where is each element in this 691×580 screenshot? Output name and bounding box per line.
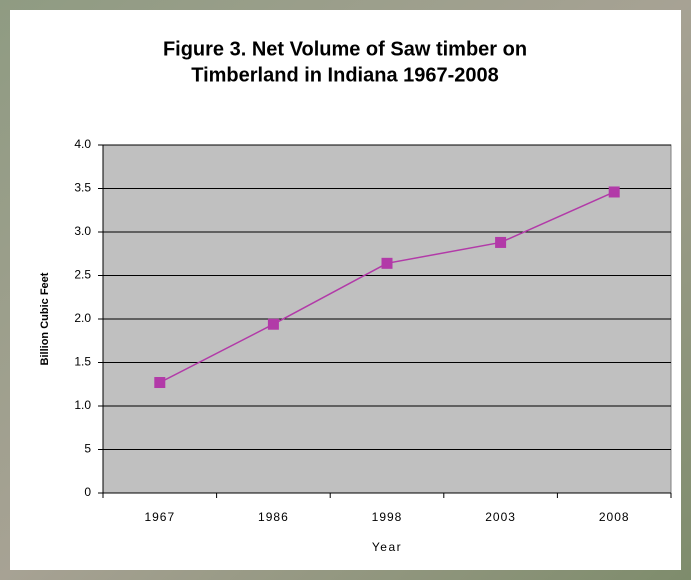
y-axis-label: Billion Cubic Feet	[39, 272, 51, 365]
marker	[608, 186, 620, 198]
marker	[495, 236, 507, 248]
x-axis-label: Year	[372, 540, 402, 554]
chart-title: Figure 3. Net Volume of Saw timber on	[163, 38, 527, 60]
marker	[154, 377, 166, 389]
x-tick-label: 1967	[144, 510, 175, 524]
y-tick-label: 1.5	[74, 355, 91, 369]
x-tick-label: 2003	[485, 510, 516, 524]
y-tick-label: 1.0	[74, 398, 91, 412]
y-tick-label: 2.5	[74, 268, 91, 282]
x-tick-label: 2008	[599, 510, 630, 524]
y-tick-label: 3.0	[74, 224, 91, 238]
marker	[267, 318, 279, 330]
x-tick-label: 1986	[258, 510, 289, 524]
y-tick-label: 0	[84, 485, 91, 499]
y-tick-label: 2.0	[74, 311, 91, 325]
marker	[381, 257, 393, 269]
y-tick-label: 4.0	[74, 137, 91, 151]
y-tick-label: 5	[84, 442, 91, 456]
x-tick-label: 1998	[372, 510, 403, 524]
y-tick-label: 3.5	[74, 181, 91, 195]
chart-title: Timberland in Indiana 1967-2008	[191, 64, 499, 86]
